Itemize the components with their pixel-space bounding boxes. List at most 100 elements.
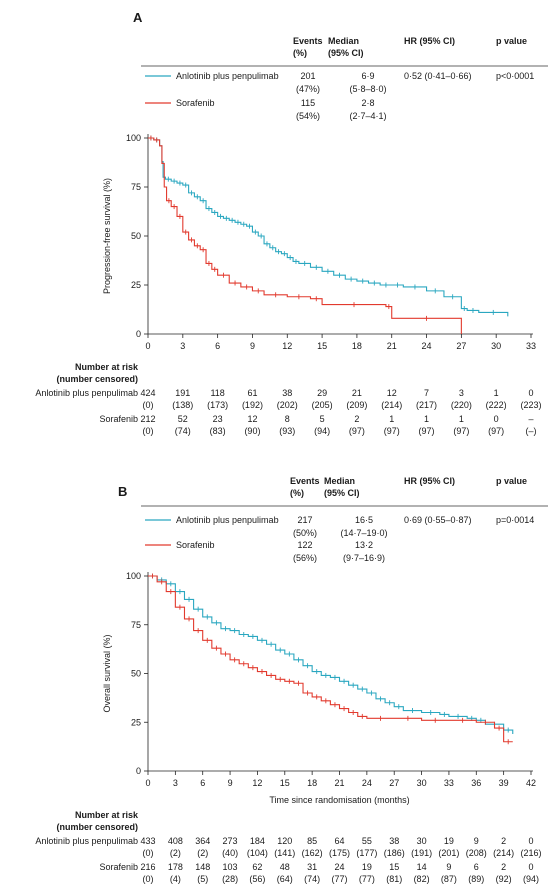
risk-count: 9: [474, 836, 479, 846]
x-tick-label: 42: [526, 778, 536, 788]
censored-count: (2): [197, 848, 208, 858]
panel-label: B: [118, 484, 127, 499]
km-curve-anlotinib: [148, 137, 509, 317]
censored-count: (162): [302, 848, 323, 858]
risk-count: 1: [459, 414, 464, 424]
y-tick-label: 100: [126, 133, 141, 143]
risk-count: 19: [362, 862, 372, 872]
risk-count: 120: [277, 836, 292, 846]
p-value: p<0·0001: [496, 71, 534, 81]
risk-count: 8: [285, 414, 290, 424]
y-axis-label: Progression-free survival (%): [102, 178, 112, 294]
censored-count: (173): [207, 400, 228, 410]
km-curve-sorafenib: [148, 137, 462, 334]
risk-count: 61: [247, 388, 257, 398]
events-value: 201: [300, 71, 315, 81]
risk-row-label: Sorafenib: [99, 414, 138, 424]
hr-header: HR (95% CI): [404, 476, 455, 486]
events-header: Events: [290, 476, 320, 486]
median-header: Median: [324, 476, 355, 486]
risk-count: 48: [280, 862, 290, 872]
censored-count: (94): [314, 426, 330, 436]
risk-count: 64: [334, 836, 344, 846]
censored-count: (97): [419, 426, 435, 436]
risk-table-subtitle: (number censored): [56, 822, 138, 832]
x-tick-label: 3: [173, 778, 178, 788]
median-value: 13·2: [355, 540, 373, 550]
risk-count: 424: [140, 388, 155, 398]
censored-count: (92): [496, 874, 512, 884]
risk-count: 1: [424, 414, 429, 424]
censored-count: (89): [468, 874, 484, 884]
risk-count: 9: [446, 862, 451, 872]
risk-count: 364: [195, 836, 210, 846]
x-tick-label: 33: [444, 778, 454, 788]
censored-count: (186): [384, 848, 405, 858]
x-tick-label: 21: [387, 341, 397, 351]
median-header-ci: (95% CI): [328, 48, 364, 58]
events-header: Events: [293, 36, 323, 46]
median-ci: (5·8–8·0): [349, 84, 386, 94]
y-tick-label: 25: [131, 280, 141, 290]
y-tick-label: 75: [131, 182, 141, 192]
censored-count: (217): [416, 400, 437, 410]
censored-count: (138): [172, 400, 193, 410]
risk-count: 15: [389, 862, 399, 872]
x-tick-label: 6: [200, 778, 205, 788]
y-tick-label: 0: [136, 766, 141, 776]
censored-count: (5): [197, 874, 208, 884]
censored-count: (192): [242, 400, 263, 410]
median-value: 2·8: [361, 98, 374, 108]
censored-count: (0): [143, 848, 154, 858]
panel-label: A: [133, 10, 143, 25]
risk-count: 1: [494, 388, 499, 398]
risk-count: 2: [354, 414, 359, 424]
risk-count: 433: [140, 836, 155, 846]
p-value-header: p value: [496, 36, 527, 46]
x-tick-label: 30: [491, 341, 501, 351]
events-value: 115: [301, 98, 315, 108]
censored-count: (214): [381, 400, 402, 410]
risk-count: 212: [140, 414, 155, 424]
median-ci: (9·7–16·9): [343, 553, 385, 563]
risk-count: 178: [168, 862, 183, 872]
risk-table-title: Number at risk: [75, 810, 139, 820]
p-value: p=0·0014: [496, 515, 534, 525]
risk-count: 21: [352, 388, 362, 398]
censored-count: (97): [453, 426, 469, 436]
x-tick-label: 21: [334, 778, 344, 788]
panel-a: A Events (%) Median (95% CI) HR (95% CI) p val…: [35, 10, 548, 436]
censored-count: (81): [386, 874, 402, 884]
x-tick-label: 6: [215, 341, 220, 351]
risk-count: 7: [424, 388, 429, 398]
risk-count: 19: [444, 836, 454, 846]
censored-count: (177): [356, 848, 377, 858]
risk-count: 31: [307, 862, 317, 872]
risk-count: 2: [501, 862, 506, 872]
censored-count: (28): [222, 874, 238, 884]
risk-count: 85: [307, 836, 317, 846]
y-tick-label: 75: [131, 620, 141, 630]
risk-row-label: Anlotinib plus penpulimab: [35, 388, 138, 398]
censored-count: (4): [170, 874, 181, 884]
censored-count: (87): [441, 874, 457, 884]
x-tick-label: 9: [228, 778, 233, 788]
x-tick-label: 3: [180, 341, 185, 351]
censored-count: (191): [411, 848, 432, 858]
censored-count: (97): [384, 426, 400, 436]
y-tick-label: 0: [136, 329, 141, 339]
censored-count: (74): [175, 426, 191, 436]
hr-value: 0·69 (0·55–0·87): [404, 515, 472, 525]
censored-count: (223): [520, 400, 541, 410]
risk-count: 3: [459, 388, 464, 398]
median-value: 16·5: [355, 515, 373, 525]
events-percent: (50%): [293, 528, 317, 538]
risk-count: 118: [210, 388, 224, 398]
risk-table-subtitle: (number censored): [56, 374, 138, 384]
censored-count: (205): [312, 400, 333, 410]
censored-count: (208): [466, 848, 487, 858]
censored-count: (97): [488, 426, 504, 436]
y-tick-label: 100: [126, 571, 141, 581]
censored-count: (220): [451, 400, 472, 410]
events-header-unit: (%): [293, 48, 307, 58]
